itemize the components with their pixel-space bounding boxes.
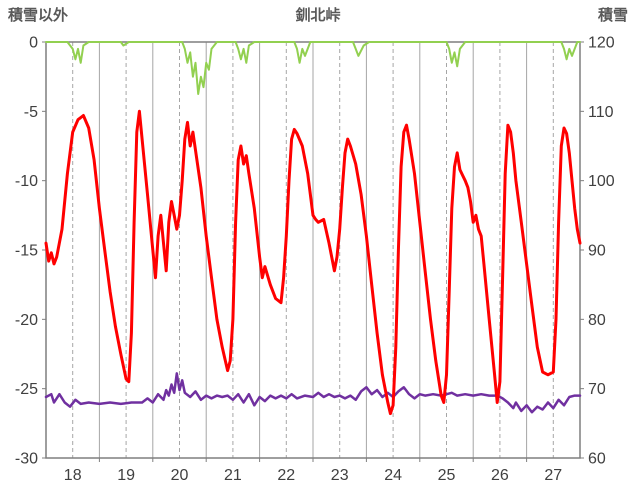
left-axis-tick-label: -30 (15, 451, 38, 468)
left-axis-title: 積雪以外 (8, 7, 69, 24)
right-axis-tick-label: 110 (588, 104, 614, 121)
x-axis-tick-label: 21 (224, 467, 242, 484)
x-axis-tick-label: 20 (171, 467, 189, 484)
x-axis-tick-label: 24 (384, 467, 402, 484)
left-axis-tick-label: 0 (29, 35, 38, 52)
chart-title: 釧北峠 (295, 7, 341, 24)
left-axis-tick-label: -5 (24, 104, 38, 121)
right-axis-tick-label: 100 (588, 173, 615, 190)
red-line-series (44, 109, 582, 416)
right-axis-tick-label: 80 (588, 312, 606, 329)
left-axis-tick-label: -10 (15, 173, 38, 190)
left-axis-tick-label: -20 (15, 312, 38, 329)
right-axis-tick-label: 60 (588, 451, 606, 468)
x-axis-tick-label: 27 (544, 467, 562, 484)
left-axis-tick-label: -15 (15, 243, 38, 260)
green-line-series (45, 41, 581, 95)
right-axis-tick-label: 70 (588, 381, 606, 398)
right-axis-title: 積雪 (597, 7, 628, 24)
right-axis-tick-label: 120 (588, 35, 615, 52)
x-axis-tick-label: 19 (117, 467, 135, 484)
x-axis-tick-label: 26 (491, 467, 509, 484)
right-axis-tick-label: 90 (588, 243, 606, 260)
x-axis-tick-label: 25 (438, 467, 456, 484)
x-axis-tick-label: 23 (331, 467, 349, 484)
x-axis-tick-label: 22 (277, 467, 295, 484)
left-axis-tick-label: -25 (15, 381, 38, 398)
x-axis-tick-label: 18 (64, 467, 82, 484)
